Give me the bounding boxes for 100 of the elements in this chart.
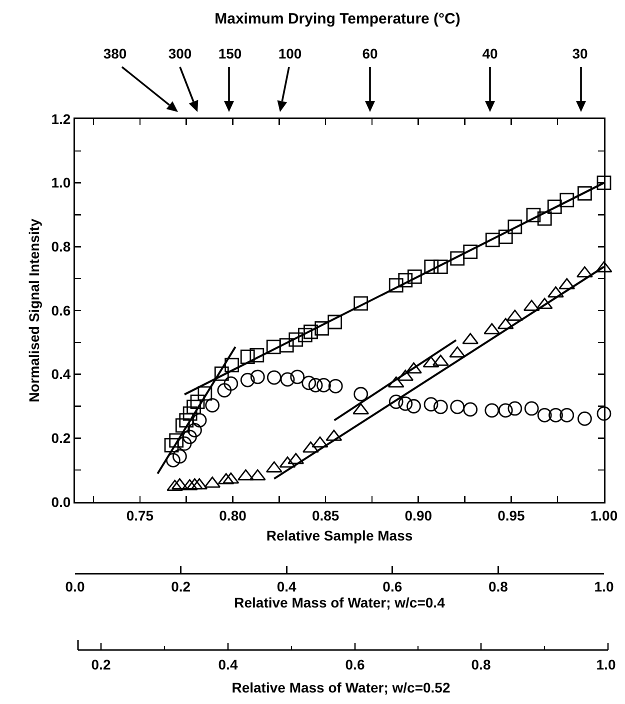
- x-tick-label: 1.00: [590, 507, 618, 524]
- point: [214, 366, 229, 381]
- point: [169, 433, 184, 448]
- point: [463, 244, 478, 259]
- point: [304, 324, 318, 340]
- point: [462, 332, 479, 344]
- point: [596, 406, 612, 421]
- x2-tick-label: 0.6: [382, 578, 402, 594]
- text: 100: [278, 46, 302, 62]
- point: [172, 449, 187, 464]
- point: [240, 350, 255, 364]
- point: [182, 406, 198, 421]
- text: 0.6: [345, 656, 365, 673]
- point: [186, 400, 201, 414]
- point: [288, 332, 304, 347]
- y-tick-label: 0.0: [51, 494, 71, 510]
- point: [314, 321, 330, 336]
- point: [508, 401, 522, 416]
- text: 40: [482, 46, 498, 62]
- point: [179, 413, 194, 428]
- x2-tick-label: 0.8: [488, 578, 508, 594]
- point: [328, 314, 342, 330]
- point: [498, 403, 513, 418]
- x-tick-label: 0.80: [219, 507, 247, 524]
- x2-tick-label: 0.4: [276, 578, 297, 594]
- text: 0.4: [218, 656, 238, 673]
- point: [354, 296, 368, 311]
- text: 0.8: [471, 656, 491, 673]
- text: 30: [572, 46, 588, 62]
- y-tick-label: 0.8: [51, 238, 71, 255]
- point: [406, 399, 421, 414]
- point: [302, 376, 316, 390]
- point: [398, 272, 413, 288]
- point: [547, 200, 562, 214]
- point: [578, 412, 592, 426]
- point: [192, 413, 207, 428]
- point: [198, 386, 212, 401]
- chart-title: Maximum Drying Temperature (°C): [214, 10, 460, 28]
- point: [449, 346, 466, 358]
- point: [190, 394, 205, 409]
- point: [578, 186, 592, 201]
- point: [217, 383, 232, 398]
- point: [450, 251, 465, 266]
- point: [164, 438, 179, 452]
- point: [298, 328, 312, 342]
- point: [508, 220, 522, 234]
- point: [450, 400, 465, 414]
- point: [279, 338, 294, 352]
- point: [312, 436, 328, 448]
- point: [280, 372, 295, 387]
- y-tick-label: 0.4: [51, 366, 71, 382]
- point: [526, 208, 541, 222]
- x2-tick-label: 0.0: [65, 578, 85, 594]
- point: [398, 396, 413, 411]
- point: [266, 340, 281, 354]
- point: [224, 376, 238, 391]
- point: [250, 370, 265, 384]
- y-axis-title: Normalised Signal Intensity: [26, 218, 42, 402]
- point: [485, 232, 500, 248]
- y-tick-label: 0.2: [51, 430, 71, 446]
- point: [205, 398, 220, 412]
- point: [596, 176, 612, 190]
- point: [424, 397, 438, 412]
- point: [266, 370, 282, 385]
- text: 300: [168, 46, 192, 62]
- point: [290, 370, 305, 384]
- point: [388, 394, 404, 409]
- text: Relative Mass of Water; w/c=0.52: [232, 680, 450, 696]
- y-tick-label: 1.0: [51, 174, 71, 191]
- x-tick-label: 0.75: [126, 507, 154, 524]
- text: 1.0: [596, 656, 616, 673]
- point: [560, 408, 574, 422]
- point: [166, 452, 180, 468]
- point: [536, 298, 553, 310]
- point: [175, 418, 190, 433]
- point: [308, 378, 323, 392]
- point: [388, 278, 404, 292]
- point: [224, 358, 240, 372]
- point: [548, 286, 564, 298]
- point: [250, 348, 264, 362]
- point: [188, 422, 202, 438]
- point: [524, 401, 539, 416]
- text: 60: [362, 46, 378, 62]
- point: [463, 402, 478, 417]
- point: [498, 230, 513, 244]
- point: [424, 260, 439, 274]
- point: [537, 408, 552, 422]
- point: [537, 211, 552, 226]
- point: [354, 386, 368, 402]
- point: [548, 408, 563, 422]
- point: [288, 452, 304, 464]
- x2-tick-label: 1.0: [594, 578, 614, 594]
- text: 0.2: [91, 656, 111, 673]
- point: [316, 378, 331, 392]
- x-tick-label: 0.90: [404, 507, 432, 524]
- text: 380: [103, 46, 127, 62]
- text: 150: [218, 46, 242, 62]
- x2-tick-label: 0.2: [171, 578, 191, 594]
- y-tick-label: 1.2: [51, 110, 71, 127]
- x-axis-title: Relative Sample Mass: [266, 527, 413, 544]
